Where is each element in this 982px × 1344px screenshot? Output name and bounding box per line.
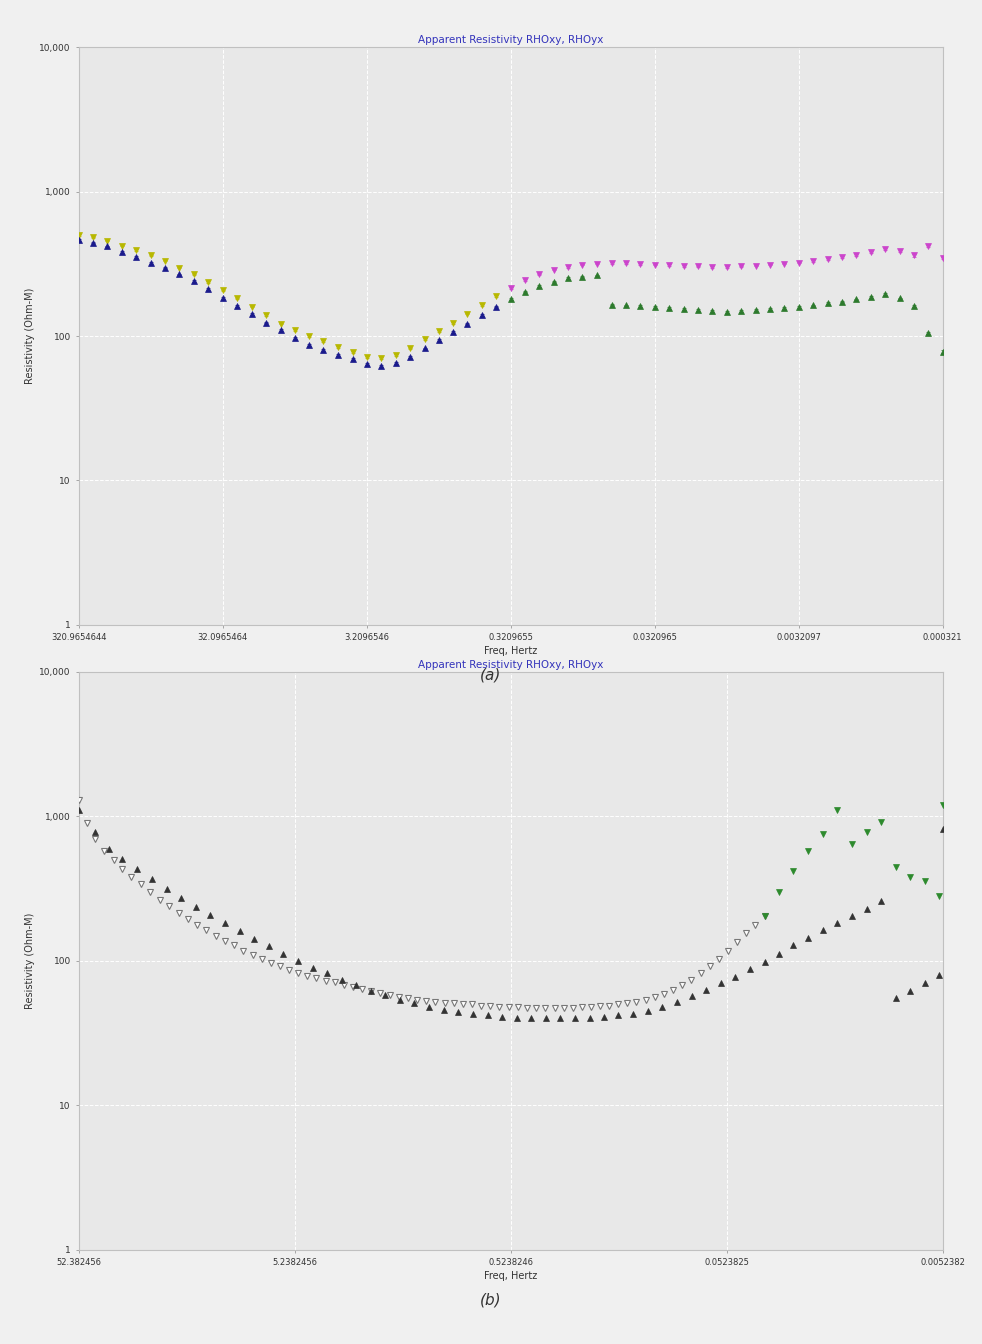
Y-axis label: Resistivity (Ohm-M): Resistivity (Ohm-M) <box>26 288 35 384</box>
X-axis label: Freq, Hertz: Freq, Hertz <box>484 645 537 656</box>
Y-axis label: Resistivity (Ohm-M): Resistivity (Ohm-M) <box>26 913 35 1009</box>
Text: (b): (b) <box>480 1292 502 1308</box>
Text: (a): (a) <box>480 667 502 683</box>
Title: Apparent Resistivity RHOxy, RHOyx: Apparent Resistivity RHOxy, RHOyx <box>418 660 603 669</box>
Title: Apparent Resistivity RHOxy, RHOyx: Apparent Resistivity RHOxy, RHOyx <box>418 35 603 44</box>
X-axis label: Freq, Hertz: Freq, Hertz <box>484 1270 537 1281</box>
